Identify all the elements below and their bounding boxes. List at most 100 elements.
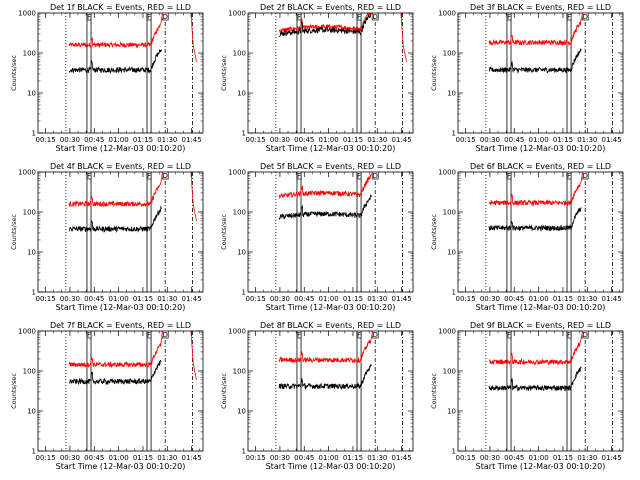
panel-title: Det 4f BLACK = Events, RED = LLD bbox=[50, 162, 191, 171]
y-tick-label: 1 bbox=[452, 130, 456, 138]
interval-flag-label: F bbox=[147, 13, 151, 21]
dash-dot-flag-label: D bbox=[162, 331, 167, 339]
x-axis-label: Start Time (12-Mar-03 00:10:20) bbox=[266, 303, 396, 312]
x-tick-label: 01:00 bbox=[109, 454, 129, 462]
dash-dot-flag-box bbox=[371, 172, 379, 180]
interval-flag-box bbox=[566, 331, 572, 339]
events-series-line bbox=[278, 194, 372, 220]
dash-dot-flag-label: D bbox=[372, 172, 377, 180]
interval-flag-box bbox=[86, 13, 92, 21]
events-series-line bbox=[488, 48, 582, 74]
lld-series-line bbox=[278, 331, 374, 364]
x-tick-label: 01:15 bbox=[343, 295, 363, 303]
interval-flag-label: F bbox=[507, 13, 511, 21]
x-tick-label: 01:15 bbox=[133, 454, 153, 462]
plot-frame bbox=[247, 12, 414, 134]
x-tick-label: 01:30 bbox=[157, 454, 177, 462]
y-tick-label: 10 bbox=[27, 408, 36, 416]
interval-flag-box bbox=[86, 172, 92, 180]
interval-flag-label: F bbox=[87, 331, 91, 339]
interval-flag-box bbox=[356, 13, 362, 21]
dash-dot-flag-label: D bbox=[582, 331, 587, 339]
lld-series-line bbox=[68, 13, 197, 62]
interval-flag-label: F bbox=[297, 331, 301, 339]
x-tick-label: 00:30 bbox=[480, 454, 500, 462]
y-axis-label: Counts/sec bbox=[220, 214, 228, 250]
interval-flag-label: F bbox=[567, 172, 571, 180]
x-tick-label: 01:15 bbox=[133, 136, 153, 144]
y-axis-label: Counts/sec bbox=[430, 373, 438, 409]
interval-flag-box bbox=[146, 331, 152, 339]
panel-title: Det 8f BLACK = Events, RED = LLD bbox=[260, 321, 401, 330]
y-tick-label: 100 bbox=[443, 368, 456, 376]
dash-dot-flag-label: D bbox=[372, 13, 377, 21]
panel-det-4: Det 4f BLACK = Events, RED = LLD 1 10 100 10… bbox=[10, 162, 204, 312]
panel-det-6: Det 6f BLACK = Events, RED = LLD 1 10 100 10… bbox=[430, 162, 624, 312]
interval-flag-box bbox=[566, 13, 572, 21]
y-tick-label: 1 bbox=[32, 130, 36, 138]
panel-title: Det 2f BLACK = Events, RED = LLD bbox=[260, 3, 401, 12]
interval-flag-box bbox=[296, 13, 302, 21]
x-axis-label: Start Time (12-Mar-03 00:10:20) bbox=[266, 144, 396, 153]
x-tick-label: 01:00 bbox=[319, 136, 339, 144]
x-tick-label: 00:45 bbox=[504, 295, 524, 303]
interval-flag-box bbox=[146, 13, 152, 21]
panel-title: Det 5f BLACK = Events, RED = LLD bbox=[260, 162, 401, 171]
x-tick-label: 00:30 bbox=[270, 295, 290, 303]
x-tick-label: 00:30 bbox=[60, 295, 80, 303]
plot-frame bbox=[247, 171, 414, 293]
y-tick-label: 1000 bbox=[438, 10, 456, 18]
x-tick-label: 00:30 bbox=[480, 295, 500, 303]
interval-flag-label: F bbox=[357, 13, 361, 21]
y-axis-label: Counts/sec bbox=[10, 55, 18, 91]
x-tick-label: 00:15 bbox=[35, 295, 55, 303]
y-axis-label: Counts/sec bbox=[10, 373, 18, 409]
y-tick-label: 1 bbox=[32, 448, 36, 456]
plot-frame bbox=[37, 330, 204, 452]
y-tick-label: 10 bbox=[237, 408, 246, 416]
x-tick-label: 01:45 bbox=[182, 454, 202, 462]
events-series-line bbox=[279, 13, 372, 38]
x-axis-label: Start Time (12-Mar-03 00:10:20) bbox=[56, 303, 186, 312]
x-tick-label: 01:30 bbox=[367, 295, 387, 303]
events-series-line bbox=[68, 205, 162, 234]
y-tick-label: 1000 bbox=[228, 328, 246, 336]
interval-flag-box bbox=[296, 331, 302, 339]
events-series-line bbox=[68, 49, 162, 75]
panel-det-2: Det 2f BLACK = Events, RED = LLD 1 10 100 10… bbox=[220, 3, 414, 153]
y-axis-label: Counts/sec bbox=[220, 373, 228, 409]
y-tick-label: 1 bbox=[452, 448, 456, 456]
x-tick-label: 00:30 bbox=[270, 454, 290, 462]
interval-flag-label: F bbox=[87, 13, 91, 21]
x-axis-label: Start Time (12-Mar-03 00:10:20) bbox=[56, 144, 186, 153]
interval-flag-label: F bbox=[147, 172, 151, 180]
dash-dot-flag-label: D bbox=[372, 331, 377, 339]
x-axis-label: Start Time (12-Mar-03 00:10:20) bbox=[476, 303, 606, 312]
y-tick-label: 100 bbox=[23, 368, 36, 376]
x-tick-label: 01:00 bbox=[319, 454, 339, 462]
plot-frame bbox=[37, 171, 204, 293]
y-tick-label: 1000 bbox=[438, 169, 456, 177]
x-tick-label: 01:15 bbox=[553, 136, 573, 144]
x-tick-label: 01:30 bbox=[367, 454, 387, 462]
y-tick-label: 100 bbox=[23, 50, 36, 58]
x-tick-label: 00:45 bbox=[504, 136, 524, 144]
x-tick-label: 01:00 bbox=[529, 454, 549, 462]
x-tick-label: 00:30 bbox=[60, 136, 80, 144]
y-tick-label: 1000 bbox=[228, 169, 246, 177]
x-tick-label: 00:15 bbox=[455, 136, 475, 144]
interval-flag-box bbox=[296, 172, 302, 180]
y-axis-label: Counts/sec bbox=[220, 55, 228, 91]
x-tick-label: 01:30 bbox=[367, 136, 387, 144]
dash-dot-flag-box bbox=[371, 13, 379, 21]
x-tick-label: 00:15 bbox=[245, 454, 265, 462]
y-tick-label: 1000 bbox=[18, 10, 36, 18]
dash-dot-flag-label: D bbox=[582, 172, 587, 180]
x-tick-label: 01:30 bbox=[577, 454, 597, 462]
